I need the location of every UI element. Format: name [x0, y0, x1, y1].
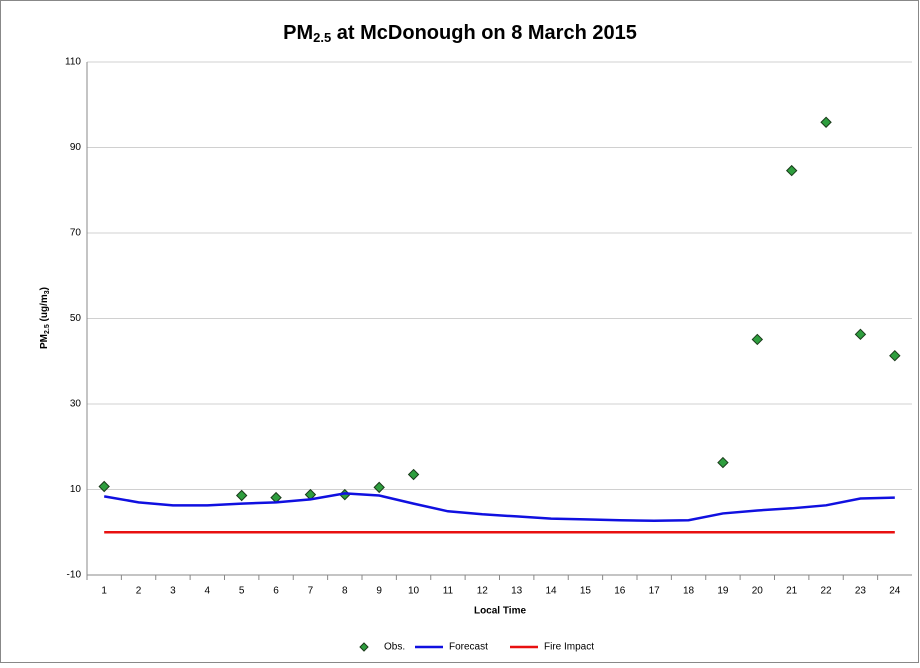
y-tick-label: 10 — [70, 484, 82, 495]
x-tick-label: 19 — [717, 586, 729, 597]
obs-marker — [407, 468, 420, 481]
x-tick-label: 16 — [614, 586, 626, 597]
chart-title: PM2.5 at McDonough on 8 March 2015 — [283, 22, 637, 45]
x-tick-label: 6 — [273, 586, 279, 597]
label-part: ) — [39, 287, 50, 290]
x-tick-label: 15 — [580, 586, 592, 597]
x-tick-label: 2 — [136, 586, 142, 597]
obs-marker — [785, 164, 798, 177]
label-sub: 3 — [44, 290, 51, 294]
legend-label: Forecast — [449, 642, 488, 653]
x-tick-label: 4 — [205, 586, 211, 597]
y-tick-label: 110 — [65, 57, 81, 68]
obs-marker — [98, 480, 110, 493]
x-tick-label: 14 — [546, 586, 558, 597]
title-part: at McDonough on 8 March 2015 — [331, 22, 637, 44]
series-line — [103, 492, 895, 522]
x-tick-label: 13 — [511, 586, 523, 597]
y-tick-label: 90 — [70, 142, 82, 153]
obs-marker — [820, 116, 832, 128]
x-tick-label: 18 — [683, 586, 695, 597]
legend-label: Fire Impact — [544, 642, 594, 653]
y-tick-label: 70 — [70, 228, 82, 239]
x-tick-label: 9 — [376, 586, 382, 597]
label-sub: 2.5 — [44, 324, 51, 334]
obs-marker — [889, 349, 901, 362]
y-tick-label: 30 — [70, 399, 82, 410]
x-tick-label: 21 — [786, 586, 798, 597]
x-tick-label: 12 — [477, 586, 489, 597]
x-tick-label: 8 — [342, 586, 348, 597]
x-tick-label: 10 — [408, 586, 420, 597]
obs-marker — [235, 489, 248, 502]
obs-marker — [373, 481, 385, 494]
title-sub: 2.5 — [313, 30, 331, 45]
x-tick-label: 11 — [443, 586, 454, 597]
x-tick-label: 7 — [308, 586, 314, 597]
x-tick-label: 1 — [101, 586, 107, 597]
x-tick-label: 20 — [752, 586, 764, 597]
x-tick-label: 3 — [170, 586, 176, 597]
x-tick-label: 22 — [821, 586, 833, 597]
legend-marker — [359, 642, 369, 652]
x-tick-label: 17 — [649, 586, 661, 597]
label-part: PM — [39, 334, 50, 349]
x-tick-label: 23 — [855, 586, 867, 597]
x-tick-label: 24 — [889, 586, 901, 597]
title-part: PM — [283, 22, 313, 44]
x-tick-label: 5 — [239, 586, 245, 597]
y-axis-label: PM2.5 (ug/m3) — [39, 287, 51, 349]
legend-label: Obs. — [384, 642, 405, 653]
obs-marker — [751, 333, 764, 346]
label-part: (ug/m — [39, 294, 50, 324]
x-axis-label: Local Time — [474, 606, 526, 617]
y-tick-label: 50 — [70, 313, 82, 324]
obs-marker — [854, 328, 867, 341]
y-tick-label: -10 — [67, 570, 82, 581]
obs-marker — [717, 456, 729, 469]
